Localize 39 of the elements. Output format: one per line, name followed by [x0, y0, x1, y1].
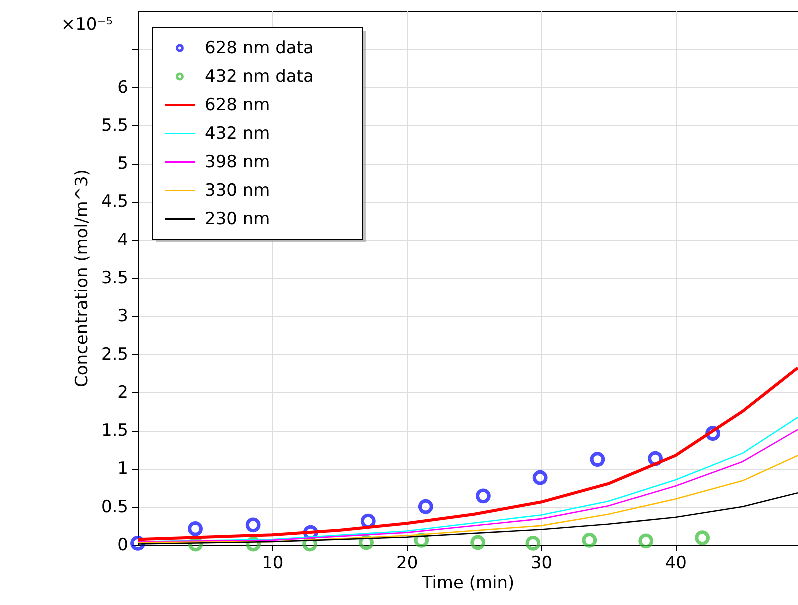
legend-label: 398 nm [205, 152, 270, 172]
legend-label: 432 nm [205, 124, 270, 144]
legend-label: 230 nm [205, 209, 270, 230]
y-tick-label: 2 [118, 382, 128, 403]
point [526, 536, 541, 551]
y-tick-label: 5.5 [101, 116, 128, 136]
legend-label: 330 nm [205, 180, 270, 201]
point [476, 488, 491, 504]
point [418, 499, 434, 514]
point [638, 534, 654, 549]
legend-label: 432 nm data [205, 66, 314, 87]
point [470, 535, 486, 550]
y-tick-label: 6 [118, 78, 128, 98]
y-tick-label: 0 [118, 536, 128, 556]
point [532, 470, 548, 486]
y-tick-label: 1.5 [101, 421, 128, 442]
legend-label: 628 nm data [205, 38, 314, 58]
y-tick-label: 0.5 [101, 497, 128, 518]
x-axis-title: Time (min) [421, 574, 515, 594]
y-axis-title: Concentration (mol/m^3) [72, 170, 92, 388]
point [246, 518, 261, 533]
point [695, 530, 710, 546]
legend-label: 628 nm [205, 95, 270, 116]
line-series [138, 366, 798, 542]
x-tick-label: 30 [530, 554, 553, 574]
point [582, 532, 598, 548]
y-tick-label: 3.5 [101, 268, 128, 288]
y-tick-label: 2.5 [101, 344, 128, 365]
x-tick-label: 20 [396, 554, 418, 574]
y-tick-label: 1 [118, 459, 128, 480]
x-tick-label: 40 [665, 554, 687, 574]
y-tick-label: 4 [118, 230, 128, 250]
point [188, 522, 203, 536]
point [590, 452, 606, 467]
y-tick-label: 5 [118, 154, 128, 174]
x-tick-label: 10 [262, 554, 284, 574]
text: ×10⁻⁵ [61, 15, 113, 35]
y-tick-label: 3 [118, 306, 128, 327]
y-tick-label: 4.5 [101, 192, 128, 212]
